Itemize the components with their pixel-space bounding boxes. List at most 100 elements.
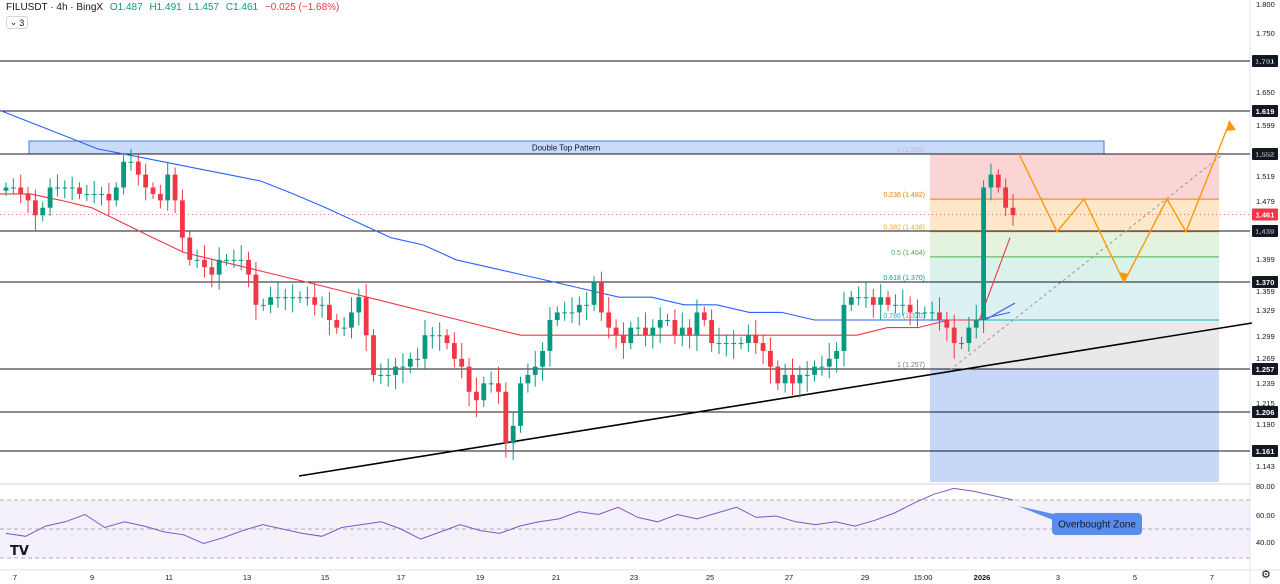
candle-body bbox=[562, 312, 568, 314]
candle-body bbox=[878, 297, 884, 305]
chevron-down-icon: ⌄ bbox=[9, 17, 18, 27]
candle-body bbox=[753, 335, 759, 344]
last-price-badge bbox=[1252, 208, 1278, 221]
candle-body bbox=[606, 312, 612, 328]
fib-level-label: 0.786 (1.320) bbox=[883, 313, 925, 320]
candle-body bbox=[496, 383, 501, 392]
candle-body bbox=[385, 374, 391, 376]
candle-body bbox=[870, 297, 876, 305]
candle-body bbox=[973, 320, 979, 328]
candle-body bbox=[1010, 207, 1016, 216]
candle-body bbox=[91, 193, 97, 195]
candle-body bbox=[745, 335, 751, 344]
candle-body bbox=[951, 327, 957, 344]
price-axis-tick: 1.599 bbox=[1256, 121, 1275, 130]
candle-body bbox=[62, 187, 68, 189]
price-axis-tick: 1.700 bbox=[1256, 57, 1275, 66]
candle-body bbox=[304, 297, 310, 299]
candle-body bbox=[731, 343, 737, 345]
candle-body bbox=[723, 343, 729, 345]
candle-body bbox=[282, 297, 288, 299]
candle-body bbox=[172, 174, 178, 201]
rsi-axis-tick: 40.00 bbox=[1256, 538, 1275, 547]
candle-body bbox=[819, 366, 825, 368]
fib-zone bbox=[930, 154, 1219, 200]
candle-body bbox=[246, 259, 251, 275]
callout-pointer bbox=[1018, 506, 1058, 522]
candle-body bbox=[371, 335, 376, 375]
candle-body bbox=[422, 335, 428, 359]
candle-body bbox=[863, 297, 869, 299]
level-badge-label: 1.552 bbox=[1256, 150, 1275, 159]
candle-body bbox=[55, 187, 60, 189]
gear-icon[interactable]: ⚙ bbox=[1261, 569, 1271, 581]
close-value: C1.461 bbox=[225, 2, 259, 13]
level-badge-label: 1.619 bbox=[1256, 107, 1275, 116]
candle-body bbox=[400, 366, 406, 368]
candle-body bbox=[165, 174, 171, 201]
projected-arrowhead bbox=[1226, 120, 1236, 131]
candle-body bbox=[312, 297, 318, 305]
candle-body bbox=[591, 282, 597, 305]
breakout-arrow bbox=[984, 302, 1016, 321]
fib-level-label: 0.618 (1.370) bbox=[883, 275, 925, 282]
price-axis-tick: 1.215 bbox=[1256, 399, 1275, 408]
candle-body bbox=[768, 350, 773, 367]
candle-body bbox=[826, 358, 832, 367]
price-axis-tick: 1.239 bbox=[1256, 379, 1275, 388]
candle-body bbox=[643, 327, 648, 336]
symbol-label[interactable]: FILUSDT · 4h · BingX bbox=[6, 2, 104, 13]
time-axis-tick: 9 bbox=[90, 573, 94, 582]
candle-body bbox=[885, 297, 891, 305]
time-axis-tick: 11 bbox=[165, 573, 173, 582]
candle-body bbox=[268, 297, 274, 305]
candle-body bbox=[290, 297, 296, 299]
open-value: O1.487 bbox=[109, 2, 143, 13]
candle-body bbox=[363, 297, 369, 336]
price-axis-tick: 1.190 bbox=[1256, 420, 1275, 429]
price-axis-tick: 1.800 bbox=[1256, 0, 1275, 9]
candle-body bbox=[966, 327, 972, 344]
candle-body bbox=[988, 174, 994, 188]
candle-body bbox=[113, 187, 119, 201]
time-axis-tick: 5 bbox=[1133, 573, 1137, 582]
candle-body bbox=[672, 320, 678, 336]
indicators-toggle-button[interactable]: ⌄ 3 bbox=[6, 16, 28, 29]
candle-body bbox=[209, 267, 215, 275]
candle-body bbox=[665, 320, 670, 322]
fib-zone bbox=[930, 282, 1219, 321]
candle-body bbox=[319, 304, 325, 306]
tradingview-logo-icon: TV bbox=[10, 544, 29, 559]
candle-body bbox=[650, 327, 656, 336]
fib-zone bbox=[930, 320, 1219, 369]
time-axis-tick: 15 bbox=[321, 573, 329, 582]
candle-body bbox=[569, 312, 575, 314]
price-axis-tick: 1.552 bbox=[1256, 150, 1275, 159]
candle-body bbox=[356, 297, 362, 313]
candle-body bbox=[444, 335, 450, 344]
candle-body bbox=[224, 259, 229, 261]
candle-body bbox=[510, 425, 516, 444]
level-badge-label: 1.701 bbox=[1256, 57, 1275, 66]
level-badge bbox=[1252, 55, 1278, 67]
candle-body bbox=[275, 297, 281, 299]
fib-level-label: 1 (1.257) bbox=[897, 362, 925, 369]
candle-body bbox=[69, 187, 75, 189]
candle-body bbox=[944, 320, 950, 328]
candle-body bbox=[349, 312, 354, 328]
candle-body bbox=[929, 312, 935, 314]
candle-body bbox=[598, 282, 604, 313]
candle-body bbox=[47, 187, 53, 208]
candle-body bbox=[415, 358, 421, 360]
fib-level-label: 0.236 (1.482) bbox=[883, 192, 925, 199]
candle-body bbox=[231, 259, 237, 261]
candle-body bbox=[407, 358, 413, 367]
level-badge-label: 1.439 bbox=[1256, 227, 1275, 236]
fib-zone bbox=[930, 199, 1219, 232]
fib-level-label: 0.5 (1.404) bbox=[891, 250, 925, 257]
candle-body bbox=[180, 200, 185, 238]
candle-body bbox=[540, 350, 545, 367]
level-badge bbox=[1252, 363, 1278, 375]
level-badge-label: 1.370 bbox=[1256, 278, 1275, 287]
